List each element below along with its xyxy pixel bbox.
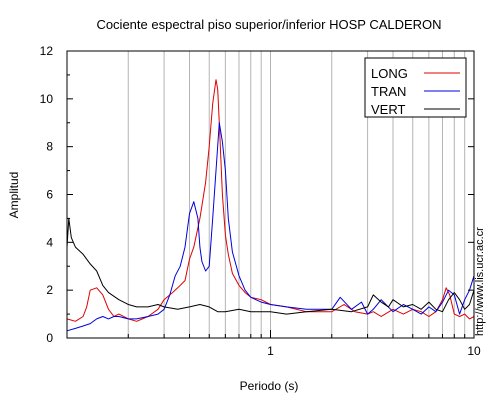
- series-line-tran: [66, 122, 475, 332]
- website-url: http://www.lis.ucr.ac.cr: [474, 227, 486, 336]
- legend-label: LONG: [371, 66, 408, 81]
- y-tick-label: 12: [40, 44, 54, 58]
- y-axis-label: Amplitud: [7, 172, 21, 219]
- series-line-long: [66, 79, 475, 322]
- x-tick-label: 1: [267, 344, 274, 358]
- y-tick-label: 10: [40, 92, 54, 106]
- legend-label: VERT: [371, 102, 405, 117]
- x-tick-label: 10: [467, 344, 481, 358]
- legend: LONG TRAN VERT: [364, 57, 467, 118]
- x-axis-label: Periodo (s): [240, 379, 299, 393]
- series-group: [66, 79, 475, 332]
- y-tick-label: 4: [46, 235, 53, 249]
- axis-ticks: 1 10 0 2 4 6 8 10 12: [40, 44, 481, 358]
- legend-label: TRAN: [371, 84, 406, 99]
- y-tick-label: 0: [46, 331, 53, 345]
- series-line-vert: [66, 217, 475, 315]
- y-tick-label: 6: [46, 188, 53, 202]
- y-tick-label: 8: [46, 140, 53, 154]
- legend-box: [364, 57, 467, 118]
- y-tick-label: 2: [46, 283, 53, 297]
- chart-title: Cociente espectral piso superior/inferio…: [96, 17, 441, 32]
